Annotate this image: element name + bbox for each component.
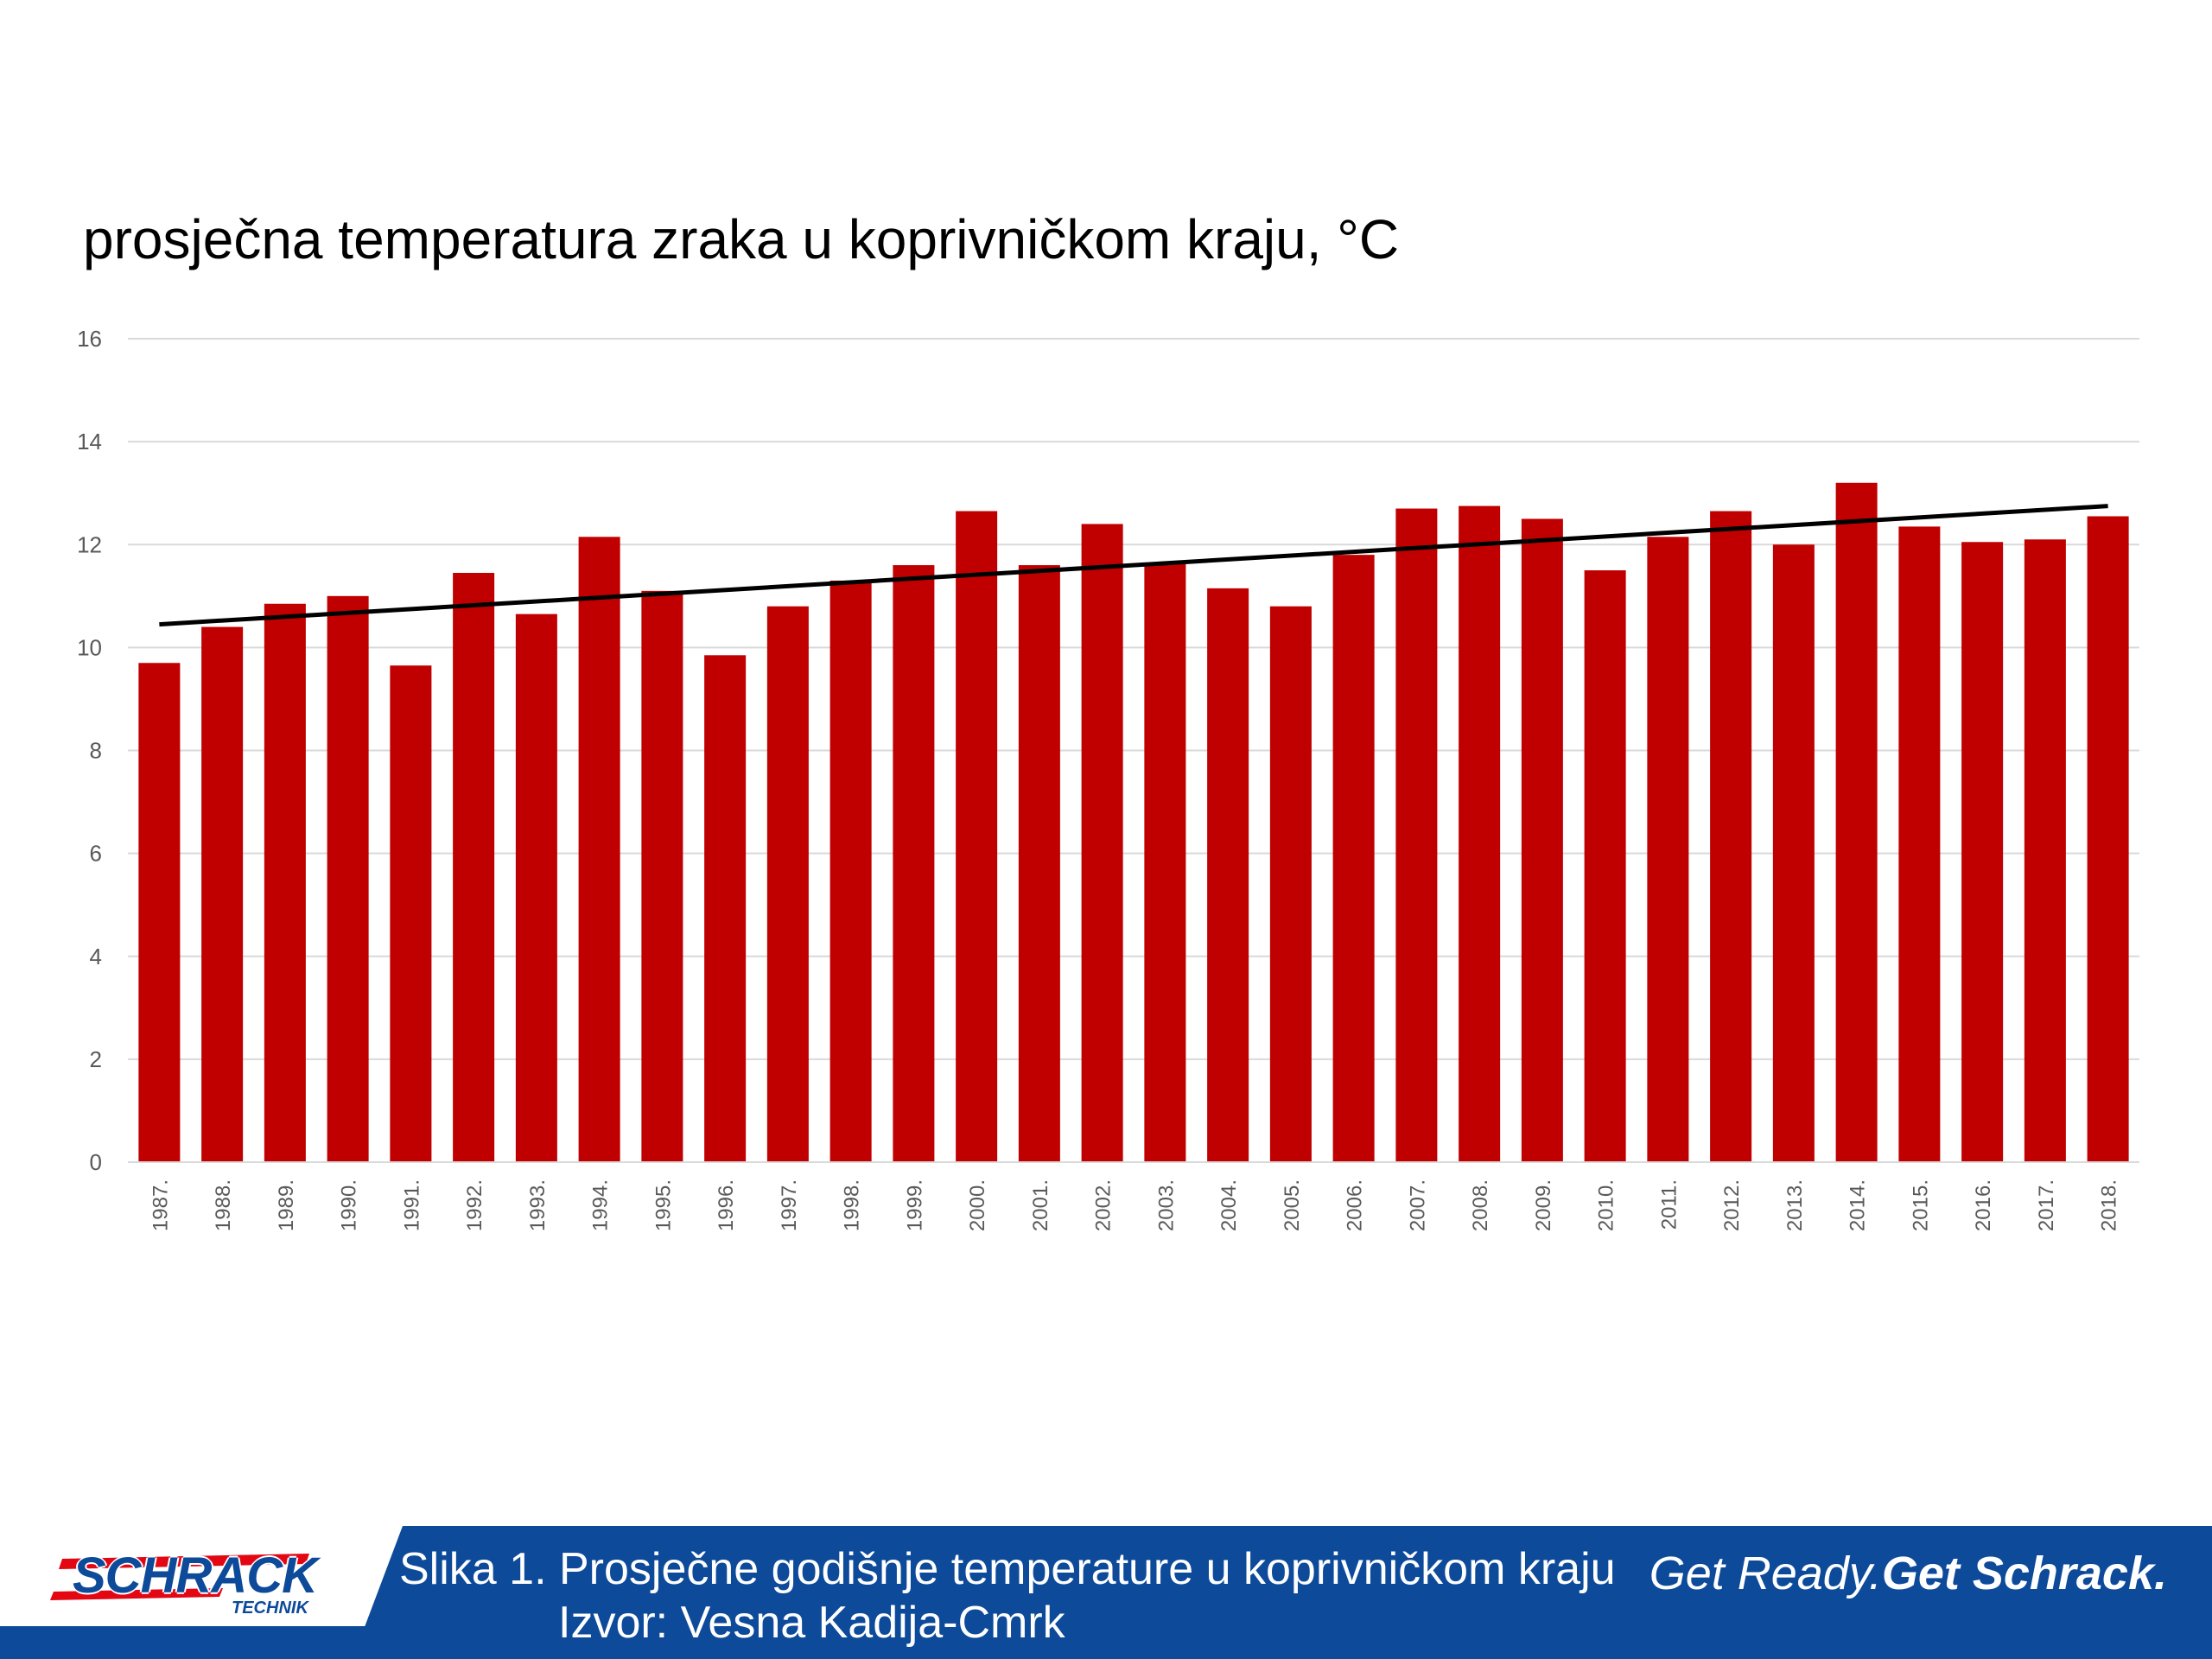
bar: [704, 655, 747, 1162]
x-tick-label: 2006.: [1344, 1179, 1367, 1231]
figure-source: Izvor: Vesna Kadija-Cmrk: [558, 1598, 1065, 1648]
chart-title: prosječna temperatura zraka u koprivničk…: [83, 208, 1400, 270]
x-tick-label: 1997.: [778, 1179, 801, 1231]
x-tick-label: 2011.: [1657, 1179, 1681, 1230]
x-tick-label: 1990.: [338, 1179, 361, 1231]
bar: [1961, 542, 2004, 1162]
x-tick-label: 2016.: [1972, 1179, 1995, 1231]
bar: [1521, 518, 1563, 1162]
x-tick-label: 2007.: [1406, 1179, 1429, 1231]
y-tick-label: 0: [90, 1149, 102, 1175]
bar: [830, 580, 872, 1162]
x-tick-label: 1999.: [903, 1179, 926, 1231]
x-tick-label: 2017.: [2035, 1179, 2058, 1231]
bar: [1772, 544, 1815, 1162]
footer-blue-panel: [353, 1526, 2212, 1659]
footer-white-panel: [0, 1526, 403, 1626]
bar: [453, 573, 495, 1162]
bar: [264, 603, 306, 1162]
x-axis-ticks: 1987. 1988. 1989. 1990. 1991. 1992. 1993. 1994.…: [149, 1179, 2120, 1231]
x-tick-label: 1995.: [652, 1179, 675, 1231]
x-tick-label: 1989.: [275, 1179, 298, 1231]
y-tick-label: 10: [77, 634, 102, 660]
footer-banner: [0, 1526, 2212, 1659]
figure-caption: Slika 1. Prosječne godišnje temperature …: [399, 1544, 1616, 1594]
x-tick-label: 2001.: [1029, 1179, 1052, 1231]
x-tick-label: 2004.: [1217, 1179, 1241, 1231]
bar: [578, 537, 620, 1162]
trend-line: [159, 504, 2108, 627]
bar: [1269, 606, 1312, 1162]
y-axis-ticks: 0 2 4 6 8 10 12 14 16: [77, 326, 102, 1175]
bar: [641, 590, 683, 1162]
logo-text: SCHRACK: [73, 1548, 318, 1604]
x-tick-label: 2000.: [966, 1179, 989, 1231]
slogan: Get Ready.Get Schrack.: [1649, 1547, 2167, 1600]
y-tick-label: 8: [90, 738, 102, 764]
bar: [1332, 555, 1375, 1162]
bar: [515, 613, 557, 1162]
x-tick-label: 1987.: [149, 1179, 172, 1231]
x-tick-label: 2002.: [1092, 1179, 1116, 1231]
bar: [1584, 570, 1626, 1162]
bar: [138, 663, 181, 1162]
bars: [138, 482, 2129, 1162]
x-tick-label: 2010.: [1595, 1179, 1618, 1231]
bar: [201, 626, 244, 1162]
x-tick-label: 1996.: [715, 1179, 738, 1231]
bar: [1710, 511, 1752, 1162]
slogan-part1: Get Ready.: [1649, 1548, 1882, 1599]
x-tick-label: 2003.: [1154, 1179, 1178, 1231]
schrack-logo: SCHRACK TECHNIK: [50, 1547, 318, 1618]
bar: [1018, 565, 1060, 1162]
x-tick-label: 2012.: [1720, 1179, 1744, 1231]
x-tick-label: 1993.: [526, 1179, 550, 1231]
x-tick-label: 1988.: [212, 1179, 235, 1231]
bar: [1459, 505, 1501, 1162]
bar: [1898, 526, 1941, 1162]
bar: [2024, 539, 2066, 1162]
y-tick-label: 6: [90, 841, 102, 867]
x-tick-label: 1991.: [400, 1179, 423, 1231]
x-tick-label: 2015.: [1909, 1179, 1932, 1231]
y-tick-label: 16: [77, 326, 102, 352]
bar: [956, 511, 998, 1162]
slogan-part2: Get Schrack.: [1881, 1548, 2167, 1599]
bar: [893, 565, 935, 1162]
bar: [390, 665, 432, 1162]
y-tick-label: 4: [90, 944, 102, 969]
x-tick-label: 2005.: [1281, 1179, 1304, 1231]
y-tick-label: 2: [90, 1046, 102, 1072]
y-tick-label: 14: [77, 429, 102, 454]
bar: [1207, 588, 1249, 1162]
x-tick-label: 2014.: [1847, 1179, 1870, 1231]
x-tick-label: 2009.: [1532, 1179, 1555, 1231]
logo-red-underline: [50, 1588, 223, 1600]
bar: [2087, 516, 2129, 1162]
y-tick-label: 12: [77, 531, 102, 557]
bar: [766, 606, 809, 1162]
x-tick-label: 2018.: [2098, 1179, 2121, 1231]
logo-subtext: TECHNIK: [232, 1599, 308, 1618]
bar: [327, 595, 369, 1162]
bar: [1395, 508, 1438, 1162]
bar: [1835, 482, 1878, 1162]
x-tick-label: 1992.: [463, 1179, 486, 1231]
x-tick-label: 1994.: [589, 1179, 613, 1231]
logo-red-swoosh: [59, 1554, 309, 1569]
x-tick-label: 2008.: [1469, 1179, 1492, 1231]
bar: [1144, 563, 1186, 1162]
x-tick-label: 1998.: [841, 1179, 864, 1231]
x-tick-label: 2013.: [1783, 1179, 1807, 1231]
bar: [1081, 524, 1123, 1162]
bar: [1647, 537, 1689, 1162]
